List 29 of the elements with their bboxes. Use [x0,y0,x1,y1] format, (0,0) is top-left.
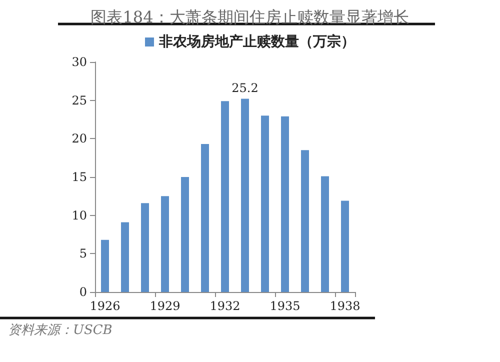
x-tick-label: 1932 [210,299,240,313]
bar [141,203,149,292]
y-tick-label: 0 [79,285,87,299]
bar [261,116,269,292]
y-tick-label: 10 [72,208,87,222]
bar [121,222,129,292]
bar [301,150,309,292]
bar [281,116,289,292]
bar [181,177,189,292]
y-tick-label: 20 [72,132,87,146]
chart-title: 图表184：大萧条期间住房止赎数量显著增长 [90,8,410,26]
x-tick-label: 1926 [90,299,120,313]
x-tick-label: 1929 [150,299,180,313]
bar [241,98,249,292]
legend-label: 非农场房地产止赎数量（万宗） [158,33,355,50]
y-tick-label: 5 [79,246,87,261]
bar [221,101,229,292]
bar [101,240,109,292]
bar [161,196,169,292]
y-tick-label: 15 [72,170,87,184]
y-tick-label: 25 [72,93,87,108]
bar [201,144,209,292]
x-tick-label: 1935 [270,299,300,313]
data-label: 25.2 [232,80,258,95]
y-tick-label: 30 [72,55,87,69]
bar [341,200,349,292]
bar [321,176,329,292]
x-tick-label: 1938 [330,299,360,313]
text: 资料来源：USCB [8,323,112,338]
